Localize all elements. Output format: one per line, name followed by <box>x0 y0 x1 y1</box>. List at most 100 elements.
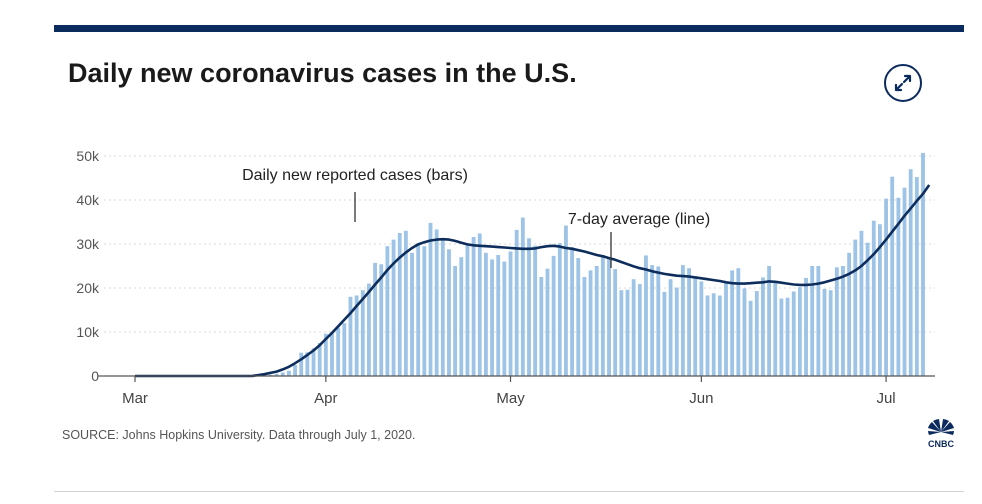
bar-daily-cases <box>453 266 458 376</box>
annotation-7-day-average: 7-day average (line) <box>568 211 710 228</box>
bar-daily-cases <box>502 261 507 376</box>
bar-daily-cases <box>865 242 870 376</box>
bar-daily-cases <box>551 255 556 376</box>
bar-daily-cases <box>896 197 901 376</box>
bar-daily-cases <box>557 243 562 376</box>
bar-daily-cases <box>440 239 445 376</box>
bar-daily-cases <box>323 333 328 376</box>
bar-daily-cases <box>668 279 673 376</box>
bar-daily-cases <box>674 287 679 376</box>
bar-daily-cases <box>459 257 464 376</box>
bar-daily-cases <box>853 239 858 376</box>
bar-daily-cases <box>520 217 525 376</box>
bar-daily-cases <box>403 230 408 376</box>
bar-daily-cases <box>921 152 925 376</box>
bar-daily-cases <box>767 266 772 376</box>
source-note: SOURCE: Johns Hopkins University. Data t… <box>62 428 416 442</box>
bar-daily-cases <box>730 270 735 376</box>
bar-daily-cases <box>717 295 722 376</box>
bar-daily-cases <box>908 169 913 376</box>
bar-daily-cases <box>391 239 396 376</box>
bar-daily-cases <box>545 268 550 376</box>
bar-daily-cases <box>416 243 421 376</box>
bar-daily-cases <box>871 220 876 376</box>
bar-daily-cases <box>428 222 433 376</box>
bar-daily-cases <box>742 288 747 376</box>
bar-daily-cases <box>336 327 341 376</box>
x-tick-label: Jun <box>689 390 713 407</box>
bar-daily-cases <box>422 246 427 376</box>
bar-daily-cases <box>902 187 907 376</box>
bar-daily-cases <box>317 343 322 376</box>
bar-daily-cases <box>705 295 710 376</box>
bar-daily-cases <box>342 323 347 376</box>
bar-daily-cases <box>662 291 667 376</box>
x-tick-label: Jul <box>876 390 895 407</box>
bar-daily-cases <box>539 277 544 376</box>
bar-daily-cases <box>631 279 636 376</box>
y-tick-label: 30k <box>76 236 100 252</box>
header-accent-bar <box>54 25 964 32</box>
expand-button[interactable] <box>883 63 923 103</box>
bar-daily-cases <box>619 290 624 376</box>
peacock-icon: CNBC <box>928 419 954 448</box>
bar-daily-cases <box>773 280 778 376</box>
bar-daily-cases <box>890 176 895 376</box>
bar-daily-cases <box>514 229 519 376</box>
bar-daily-cases <box>791 291 796 376</box>
x-tick-label: May <box>496 390 525 407</box>
bar-daily-cases <box>785 297 790 376</box>
y-tick-label: 20k <box>76 280 100 296</box>
bar-daily-cases <box>274 373 279 376</box>
bar-daily-cases <box>804 277 808 376</box>
bar-daily-cases <box>779 298 784 376</box>
bar-daily-cases <box>687 268 691 376</box>
bar-daily-cases <box>508 251 513 376</box>
bar-daily-cases <box>693 276 698 376</box>
bar-daily-cases <box>268 374 273 376</box>
bar-daily-cases <box>483 252 488 376</box>
bar-daily-cases <box>914 177 919 376</box>
series-line-7-day-average <box>135 184 931 378</box>
y-tick-label: 10k <box>76 324 100 340</box>
bar-daily-cases <box>527 238 531 376</box>
bar-daily-cases <box>847 252 852 376</box>
bar-daily-cases <box>348 296 353 376</box>
bar-daily-cases <box>471 236 476 376</box>
bar-daily-cases <box>816 266 821 376</box>
bar-daily-cases <box>859 230 864 376</box>
bar-daily-cases <box>299 352 304 376</box>
chart-title: Daily new coronavirus cases in the U.S. <box>68 58 577 88</box>
bar-daily-cases <box>644 255 648 376</box>
bar-daily-cases <box>699 281 704 376</box>
bar-daily-cases <box>477 233 482 376</box>
bar-daily-cases <box>680 265 685 376</box>
bar-daily-cases <box>761 277 765 376</box>
bar-daily-cases <box>447 249 451 376</box>
bar-daily-cases <box>367 283 371 376</box>
bar-daily-cases <box>607 258 611 376</box>
y-tick-label: 50k <box>76 148 100 164</box>
bar-daily-cases <box>570 247 575 376</box>
bar-daily-cases <box>656 266 661 376</box>
bar-daily-cases <box>410 252 414 376</box>
bar-daily-cases <box>724 283 728 376</box>
bar-daily-cases <box>465 245 470 376</box>
bar-daily-cases <box>490 259 494 376</box>
bar-daily-cases <box>533 245 538 376</box>
bar-daily-cases <box>293 365 297 376</box>
bar-daily-cases <box>810 266 815 376</box>
svg-text:CNBC: CNBC <box>928 439 954 448</box>
bar-daily-cases <box>594 266 599 376</box>
bar-daily-cases <box>311 348 316 376</box>
bar-daily-cases <box>797 287 802 376</box>
bar-daily-cases <box>286 370 291 376</box>
bar-daily-cases <box>754 291 759 376</box>
bar-daily-cases <box>748 300 753 376</box>
bar-daily-cases <box>582 277 587 376</box>
bottom-divider <box>54 491 964 492</box>
y-tick-label: 0 <box>91 368 99 384</box>
bar-daily-cases <box>877 224 882 376</box>
bar-daily-cases <box>711 293 716 376</box>
bar-daily-cases <box>564 225 568 376</box>
